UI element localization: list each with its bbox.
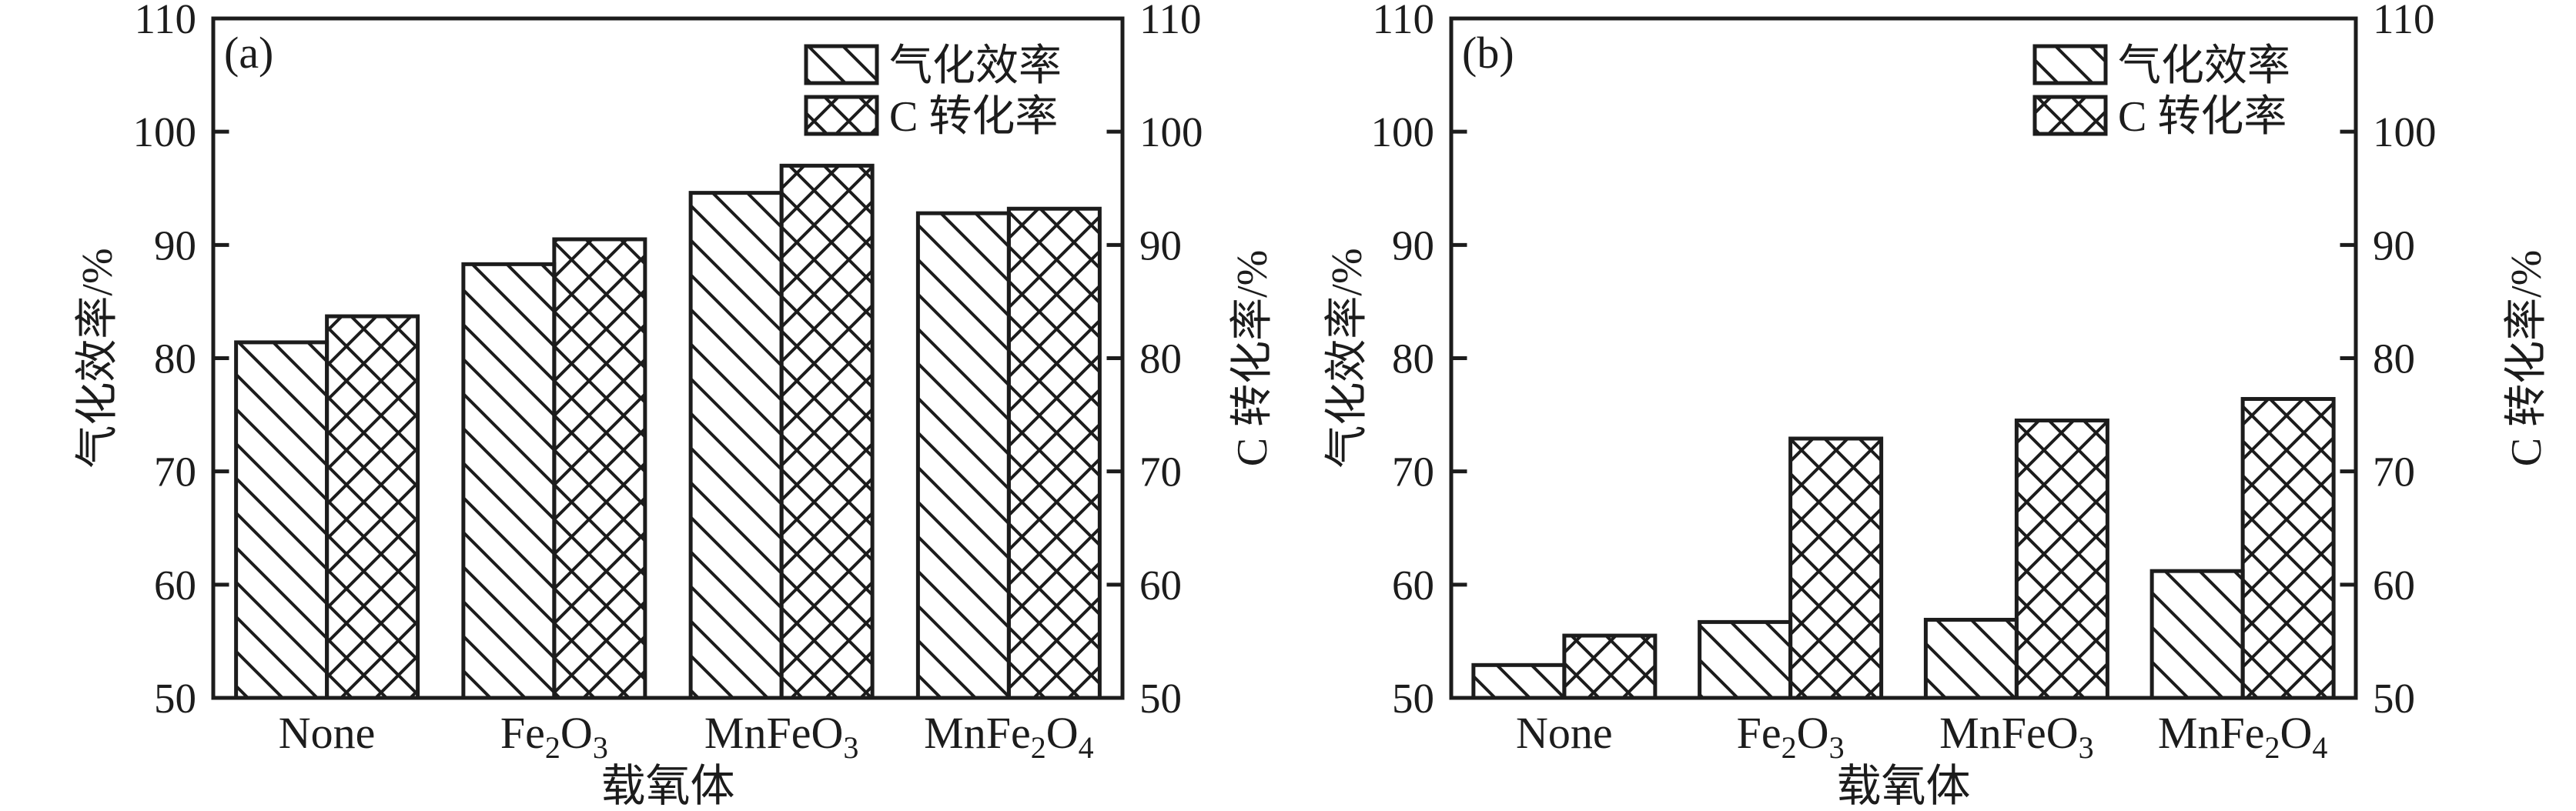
- x-tick-label-none: None: [1516, 708, 1613, 758]
- bar-item-mnfe2o4: [2149, 569, 2245, 700]
- y-tick-label-left: 100: [133, 108, 197, 155]
- y-axis-title-left: 气化效率/%: [74, 248, 122, 468]
- y-tick-label-right: 80: [1139, 335, 1182, 382]
- y-tick-label-right: 100: [2373, 108, 2437, 155]
- bar-c-fe2o3: [1788, 436, 1884, 700]
- bar-item-fe2o3: [1698, 619, 1793, 700]
- y-tick-label-left: 90: [154, 222, 196, 269]
- y-tick-label-left: 80: [154, 335, 196, 382]
- y-tick-label-right: 90: [2373, 222, 2415, 269]
- x-tick-label-fe2o3: Fe2O3: [500, 708, 608, 765]
- x-axis-title: 载氧体: [1836, 761, 1970, 811]
- y-tick-label-right: 110: [2373, 0, 2434, 42]
- y-tick-label-right: 80: [2373, 335, 2415, 382]
- y-axis-title-right: C 转化率/%: [1229, 250, 1276, 467]
- x-tick-label-mnfeo3: MnFeO3: [1939, 708, 2093, 765]
- y-tick-label-right: 60: [2373, 562, 2415, 609]
- y-tick-label-right: 50: [2373, 675, 2415, 722]
- y-tick-label-left: 110: [135, 0, 196, 42]
- bar-c-mnfe2o4: [1006, 206, 1102, 700]
- legend-label-item: 气化效率: [889, 42, 1062, 90]
- y-tick-label-left: 60: [154, 562, 196, 609]
- bar-c-mnfe2o4: [2240, 396, 2336, 700]
- y-tick-label-left: 70: [154, 449, 196, 496]
- y-tick-label-right: 60: [1139, 562, 1182, 609]
- y-tick-label-right: 70: [2373, 449, 2415, 496]
- panel-b: 110 110 100 100 90 90 80 80 70 70 60 60 50 50 None Fe2O…: [1323, 0, 2551, 811]
- plot-frame: [1449, 16, 2358, 700]
- y-tick-label-left: 110: [1373, 0, 1434, 42]
- bar-item-none: [1471, 662, 1567, 700]
- legend-swatch-cross-hatch: [2032, 95, 2108, 136]
- bar-item-mnfe2o4: [915, 211, 1011, 700]
- legend-swatch-diagonal-hatch: [2032, 44, 2108, 85]
- legend-swatch-cross-hatch: [804, 95, 879, 136]
- panel-label: (b): [1462, 28, 1514, 78]
- panel-a: 110 110 100 100 90 90 80 80 70 70 60 60 50 50 None Fe2O…: [74, 0, 1276, 811]
- y-tick-label-right: 70: [1139, 449, 1182, 496]
- y-tick-label-left: 100: [1371, 108, 1435, 155]
- y-tick-label-left: 60: [1392, 562, 1434, 609]
- bar-c-mnfeo3: [2014, 418, 2109, 700]
- x-tick-label-mnfe2o4: MnFe2O4: [2158, 708, 2327, 765]
- legend-label-c: C 转化率: [889, 93, 1058, 141]
- bar-item-mnfeo3: [1923, 617, 2019, 700]
- y-tick-label-left: 50: [1392, 675, 1434, 722]
- bar-c-none: [325, 314, 420, 700]
- x-tick-label-mnfeo3: MnFeO3: [704, 708, 858, 765]
- legend-swatch-diagonal-hatch: [804, 44, 879, 85]
- y-tick-label-left: 90: [1392, 222, 1434, 269]
- bar-c-mnfeo3: [779, 163, 875, 700]
- bar-item-fe2o3: [461, 262, 557, 700]
- y-tick-label-right: 90: [1139, 222, 1182, 269]
- legend-label-item: 气化效率: [2118, 42, 2290, 90]
- x-axis-title: 载氧体: [601, 761, 734, 811]
- bar-item-mnfeo3: [688, 191, 784, 700]
- y-tick-label-right: 110: [1139, 0, 1201, 42]
- panel-label: (a): [224, 28, 273, 78]
- y-tick-label-left: 70: [1392, 449, 1434, 496]
- y-tick-label-left: 50: [154, 675, 196, 722]
- legend-label-c: C 转化率: [2118, 93, 2287, 141]
- bar-item-none: [234, 340, 330, 700]
- y-axis-title-right: C 转化率/%: [2503, 250, 2551, 467]
- y-axis-title-left: 气化效率/%: [1323, 248, 1371, 468]
- y-tick-label-right: 50: [1139, 675, 1182, 722]
- x-tick-label-mnfe2o4: MnFe2O4: [924, 708, 1093, 765]
- y-tick-label-right: 100: [1139, 108, 1203, 155]
- bar-c-none: [1562, 633, 1658, 700]
- bar-c-fe2o3: [552, 237, 647, 700]
- plot-frame: [211, 16, 1125, 700]
- x-tick-label-none: None: [279, 708, 376, 758]
- x-tick-label-fe2o3: Fe2O3: [1737, 708, 1845, 765]
- y-tick-label-left: 80: [1392, 335, 1434, 382]
